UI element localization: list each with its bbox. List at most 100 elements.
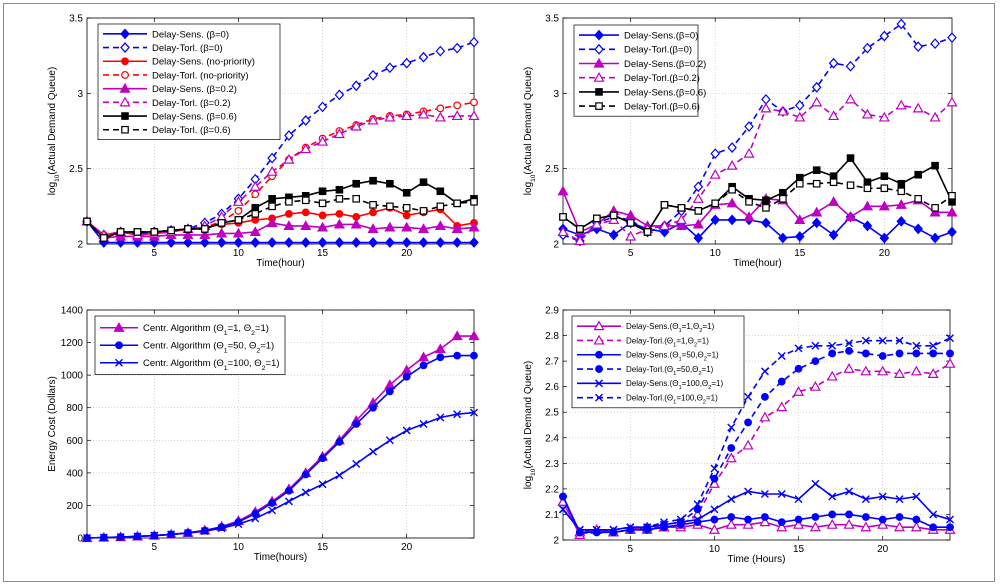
legend-item: Delay-Torl.(Θ1=1,Θ2=1) (577, 334, 709, 348)
data-point (402, 211, 411, 220)
data-point (676, 518, 685, 527)
data-point (167, 530, 176, 539)
data-point (436, 353, 445, 362)
data-point (166, 237, 176, 248)
data-point (83, 534, 91, 542)
data-point (184, 225, 192, 233)
data-point (828, 349, 837, 358)
data-point (268, 506, 277, 515)
legend-label: Delay-Torl. (β=0.6) (152, 125, 231, 136)
y-axis-label: log10(Actual Demand Queue) (523, 361, 537, 489)
data-point (946, 206, 958, 217)
data-point (727, 495, 736, 504)
data-point (369, 208, 377, 217)
series-5 (559, 334, 954, 534)
data-point (283, 153, 295, 164)
grid (87, 309, 474, 539)
data-point (828, 196, 840, 206)
data-point (929, 111, 941, 122)
y-tick-label: 200 (66, 501, 83, 512)
legend-marker (595, 350, 603, 359)
x-tick-label: 5 (628, 248, 634, 259)
data-point (216, 237, 227, 248)
legend-item: Delay-Sens.(β=0) (579, 29, 698, 42)
data-point (384, 221, 396, 232)
data-point (794, 214, 806, 224)
data-point (897, 187, 906, 196)
data-point (878, 111, 890, 122)
data-point (812, 166, 821, 174)
data-point (267, 237, 277, 248)
data-point (708, 524, 720, 534)
legend-label: Delay-Torl.(β=0) (624, 45, 692, 56)
data-point (930, 38, 940, 50)
data-point (946, 334, 954, 343)
legend-item: Delay-Sens.(Θ1=1,Θ2=1) (577, 320, 715, 334)
data-point (777, 105, 789, 116)
data-point (931, 161, 939, 170)
data-point (557, 185, 569, 196)
data-point (879, 30, 890, 42)
data-point (727, 513, 736, 521)
data-point (845, 487, 854, 496)
y-tick-label: 2.6 (545, 382, 559, 393)
data-point (351, 237, 362, 248)
data-point (453, 199, 461, 208)
data-point (418, 237, 429, 248)
data-point (350, 218, 362, 229)
legend-marker (121, 57, 129, 66)
data-point (182, 229, 194, 240)
data-point (417, 351, 430, 362)
data-point (250, 237, 261, 248)
data-point (910, 365, 922, 376)
data-point (285, 198, 293, 206)
data-point (369, 201, 377, 209)
data-point (369, 403, 377, 412)
data-point (659, 518, 668, 527)
data-point (777, 490, 786, 498)
grid (563, 309, 950, 541)
data-point (352, 420, 361, 428)
data-point (369, 176, 377, 185)
data-point (385, 237, 395, 248)
data-point (284, 130, 294, 141)
data-point (930, 232, 940, 244)
data-point (812, 179, 821, 188)
data-point (335, 195, 344, 203)
data-point (234, 520, 243, 529)
data-point (99, 533, 108, 542)
legend-label: Delay-Torl.(Θ1=1,Θ2=1) (626, 336, 709, 348)
data-point (778, 232, 788, 244)
data-point (576, 225, 584, 233)
data-point (693, 505, 702, 514)
data-point (744, 392, 753, 401)
data-point (216, 227, 228, 238)
data-point (862, 220, 873, 232)
legend-label: Delay-Sens.(β=0.6) (624, 87, 706, 98)
data-point (318, 211, 327, 220)
data-point (470, 198, 478, 206)
data-point (912, 515, 921, 524)
data-point (386, 202, 394, 211)
data-point (725, 518, 737, 529)
legend-label: Delay-Torl.(Θ1=100,Θ2=1) (626, 394, 718, 406)
data-point (927, 368, 939, 378)
data-point (863, 184, 872, 193)
data-point (861, 200, 873, 211)
data-point (946, 523, 954, 532)
data-series-group (81, 36, 480, 248)
data-point (896, 18, 907, 30)
data-series-group (557, 18, 958, 247)
data-point (267, 152, 277, 164)
data-point (419, 420, 428, 428)
series-line (86, 411, 475, 539)
data-point (880, 172, 889, 181)
data-point (284, 497, 293, 506)
data-point (742, 518, 754, 529)
data-point (451, 223, 463, 234)
data-point (317, 101, 328, 113)
data-point (402, 188, 411, 197)
data-point (948, 191, 956, 200)
